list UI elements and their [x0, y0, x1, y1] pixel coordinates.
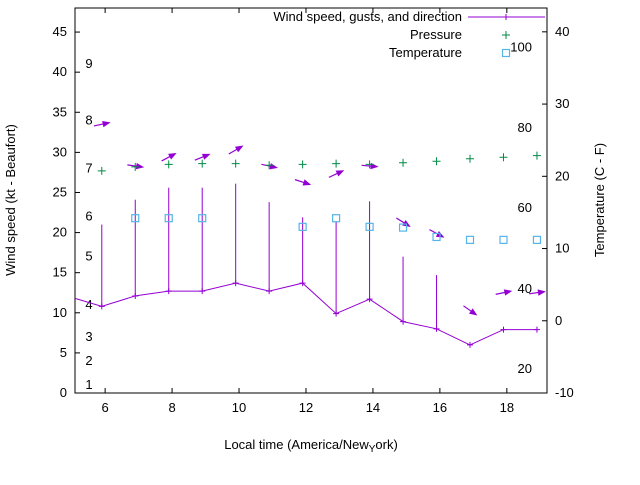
legend-samples: [468, 14, 545, 58]
y-right-tick-label: 10: [555, 241, 569, 256]
wind-direction-arrow-icon: [127, 162, 145, 170]
temperature-square-marker: [131, 214, 140, 223]
temperature-square-marker: [499, 235, 508, 244]
x-axis-title-subscript: Y: [369, 444, 376, 455]
beaufort-label: 8: [85, 112, 92, 127]
wind-direction-arrow-icon: [361, 162, 379, 170]
y-axis-title-right: Temperature (C - F): [592, 143, 607, 257]
beaufort-label: 5: [85, 249, 92, 264]
x-axis-title: Local time (America/NewYork): [224, 437, 398, 455]
y-left-tick-label: 5: [60, 345, 67, 360]
temperature-square-marker: [465, 235, 475, 244]
wind-direction-arrow-icon: [328, 170, 345, 178]
y-right-tick-label: 20: [555, 168, 569, 183]
y-left-ticks: 0 5 10 15 20 25 30 35 40 45: [53, 24, 80, 400]
x-tick-label: 10: [232, 400, 246, 415]
x-axis-title-rest: ork): [375, 437, 397, 452]
plot-border: [74, 7, 548, 394]
beaufort-label: 9: [85, 56, 92, 71]
fahrenheit-label: 60: [518, 200, 532, 215]
temperature-square-marker: [164, 214, 173, 223]
x-tick-label: 12: [299, 400, 313, 415]
legend-sample-temperature-square: [501, 48, 511, 58]
temperature-square-marker: [532, 235, 542, 244]
y-right-tick-label: -10: [555, 385, 574, 400]
pressure-points: [97, 151, 541, 175]
beaufort-scale-labels: 1 2 3 4 5 6 7 8 9: [85, 56, 92, 392]
x-axis-ticks: 6 8 10 12 14 16 18: [102, 8, 514, 415]
wind-direction-arrow-icon: [93, 120, 111, 128]
y-left-tick-label: 25: [53, 184, 67, 199]
x-tick-label: 18: [500, 400, 514, 415]
y-right-tick-label: 40: [555, 24, 569, 39]
beaufort-label: 6: [85, 209, 92, 224]
x-tick-label: 16: [433, 400, 447, 415]
x-tick-label: 6: [102, 400, 109, 415]
y-left-tick-label: 0: [60, 385, 67, 400]
wind-direction-arrow-icon: [194, 153, 211, 161]
y-left-tick-label: 40: [53, 64, 67, 79]
y-axis-title-left: Wind speed (kt - Beaufort): [3, 124, 18, 276]
wind-direction-arrow-icon: [463, 305, 478, 316]
beaufort-label: 7: [85, 160, 92, 175]
beaufort-label: 4: [85, 297, 92, 312]
wind-gust-bars: [101, 183, 438, 329]
wind-direction-arrow-icon: [261, 163, 279, 170]
beaufort-label: 1: [85, 377, 92, 392]
temperature-square-marker: [365, 222, 374, 231]
x-tick-label: 14: [366, 400, 380, 415]
beaufort-label: 2: [85, 353, 92, 368]
y-right-tick-label: 30: [555, 96, 569, 111]
temperature-points: [131, 214, 542, 244]
temperature-square-marker: [198, 214, 207, 223]
x-axis-title-main: Local time (America/New: [224, 437, 369, 452]
legend-label-wind: Wind speed, gusts, and direction: [273, 9, 462, 24]
wind-direction-arrow-icon: [294, 179, 312, 186]
wind-direction-arrow-icon: [495, 289, 513, 296]
y-left-tick-label: 20: [53, 225, 67, 240]
y-right-ticks: -10 0 10 20 30 40: [542, 24, 574, 400]
temperature-square-marker: [398, 223, 408, 232]
beaufort-label: 3: [85, 329, 92, 344]
temperature-square-marker: [432, 232, 441, 242]
wind-direction-arrow-icon: [528, 289, 546, 296]
generated-plot-layer: 6 8 10 12 14 16 18051015202530354045123456789-…: [53, 7, 574, 415]
temperature-square-marker: [298, 222, 307, 231]
fahrenheit-label: 100: [510, 40, 532, 55]
y-left-tick-label: 15: [53, 265, 67, 280]
y-left-tick-label: 30: [53, 144, 67, 159]
y-left-tick-label: 45: [53, 24, 67, 39]
fahrenheit-scale-labels: 20 40 60 80 100: [510, 40, 532, 376]
wind-direction-arrow-icon: [161, 152, 177, 162]
fahrenheit-label: 40: [518, 281, 532, 296]
y-right-tick-label: 0: [555, 313, 562, 328]
fahrenheit-label: 80: [518, 120, 532, 135]
wind-speed-line: [74, 280, 540, 348]
legend-label-pressure: Pressure: [410, 27, 462, 42]
wind-direction-arrow-icon: [228, 145, 244, 155]
y-left-tick-label: 35: [53, 104, 67, 119]
wind-direction-arrows: [93, 120, 546, 316]
fahrenheit-label: 20: [518, 361, 532, 376]
y-left-tick-label: 10: [53, 305, 67, 320]
x-tick-label: 8: [168, 400, 175, 415]
legend-label-temperature: Temperature: [389, 45, 462, 60]
temperature-square-marker: [332, 214, 341, 223]
wind-direction-arrow-icon: [395, 217, 411, 227]
